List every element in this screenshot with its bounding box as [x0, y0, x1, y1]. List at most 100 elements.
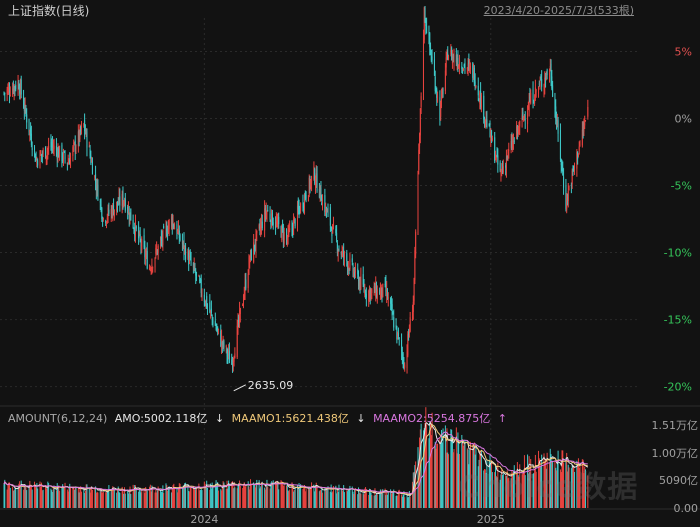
candle-body [409, 317, 411, 332]
volume-bar [404, 497, 406, 508]
volume-bar [358, 487, 360, 508]
volume-bar [426, 424, 428, 508]
volume-bar [386, 494, 388, 508]
candle-body [385, 283, 387, 292]
indicator-name[interactable]: AMOUNT(6,12,24) [8, 412, 108, 425]
volume-bar [545, 458, 547, 508]
volume-bar [53, 485, 55, 508]
volume-bar [316, 486, 318, 508]
candle-body [160, 237, 162, 240]
candle-body [238, 316, 240, 323]
volume-bar [480, 452, 482, 508]
candle-body [123, 200, 125, 204]
candle-body [172, 221, 174, 227]
candle-body [494, 137, 496, 162]
volume-bar [271, 482, 273, 508]
volume-bar [462, 445, 464, 508]
volume-bar [144, 493, 146, 508]
candle-body [210, 308, 212, 313]
volume-bar [409, 496, 411, 508]
volume-bar [150, 491, 152, 508]
volume-bar [446, 428, 448, 508]
volume-bar [424, 422, 426, 508]
candle-body [555, 106, 557, 119]
volume-bar [342, 491, 344, 508]
volume-bar [173, 483, 175, 508]
candle-body [418, 149, 420, 171]
candle-body [491, 138, 493, 141]
volume-bar [271, 481, 273, 508]
candle-body [423, 7, 425, 40]
candle-body [387, 297, 389, 299]
candle-body [299, 208, 301, 214]
candle-body [261, 221, 263, 229]
volume-bar [401, 496, 403, 508]
volume-bar [354, 488, 356, 508]
volume-bar [282, 483, 284, 508]
volume-bar [392, 491, 394, 508]
candle-body [435, 87, 437, 92]
volume-bar [91, 486, 93, 508]
candle-body [321, 202, 323, 206]
volume-bar [211, 482, 213, 508]
candle-body [466, 68, 468, 70]
candle-body [474, 81, 476, 87]
candle-body [135, 226, 137, 229]
volume-bar [29, 480, 31, 508]
candle-body [128, 212, 130, 219]
candle-body [348, 268, 350, 271]
candle-body [462, 68, 464, 71]
candle-body [581, 129, 583, 146]
volume-bar [85, 484, 87, 508]
candle-body [181, 240, 183, 245]
candle-body [304, 195, 306, 210]
volume-bar [535, 471, 537, 508]
candle-body [486, 119, 488, 128]
candle-body [168, 220, 170, 229]
candle-body [584, 121, 586, 126]
volume-bar [322, 492, 324, 508]
candle-body [419, 108, 421, 136]
volume-bar [491, 460, 493, 508]
volume-bar [260, 486, 262, 508]
candle-body [450, 49, 452, 55]
candle-body [324, 195, 326, 213]
volume-bar [379, 494, 381, 508]
volume-bar [528, 456, 530, 508]
candle-body [89, 149, 91, 156]
volume-bar [132, 484, 134, 508]
volume-bar [308, 486, 310, 508]
candle-body [154, 257, 156, 268]
candle-body [267, 210, 269, 212]
candle-body [313, 166, 315, 180]
date-range[interactable]: 2023/4/20-2025/7/3(533根) [483, 4, 634, 17]
candle-body [111, 209, 113, 217]
candle-body [77, 131, 79, 147]
volume-bar [64, 482, 66, 508]
candle-body [17, 81, 19, 91]
volume-bar [462, 439, 464, 508]
candle-body [530, 92, 532, 104]
volume-bar [551, 460, 553, 508]
volume-bar [242, 488, 244, 508]
volume-bar [516, 462, 518, 508]
candle-body [529, 96, 531, 103]
volume-bar [502, 473, 504, 508]
candle-body [163, 226, 165, 229]
candle-body [408, 331, 410, 334]
candle-body [255, 233, 257, 250]
volume-bar [336, 488, 338, 508]
candle-body [369, 288, 371, 299]
candle-body [326, 210, 328, 213]
x-tick-label: 2024 [190, 513, 218, 526]
candle-body [217, 326, 219, 330]
candle-body [117, 203, 119, 205]
volume-bar [177, 492, 179, 508]
volume-bar [135, 489, 137, 508]
candle-body [587, 106, 589, 117]
candle-body [6, 89, 8, 95]
volume-bar [69, 483, 71, 508]
candle-body [508, 149, 510, 151]
volume-bar [184, 483, 186, 508]
